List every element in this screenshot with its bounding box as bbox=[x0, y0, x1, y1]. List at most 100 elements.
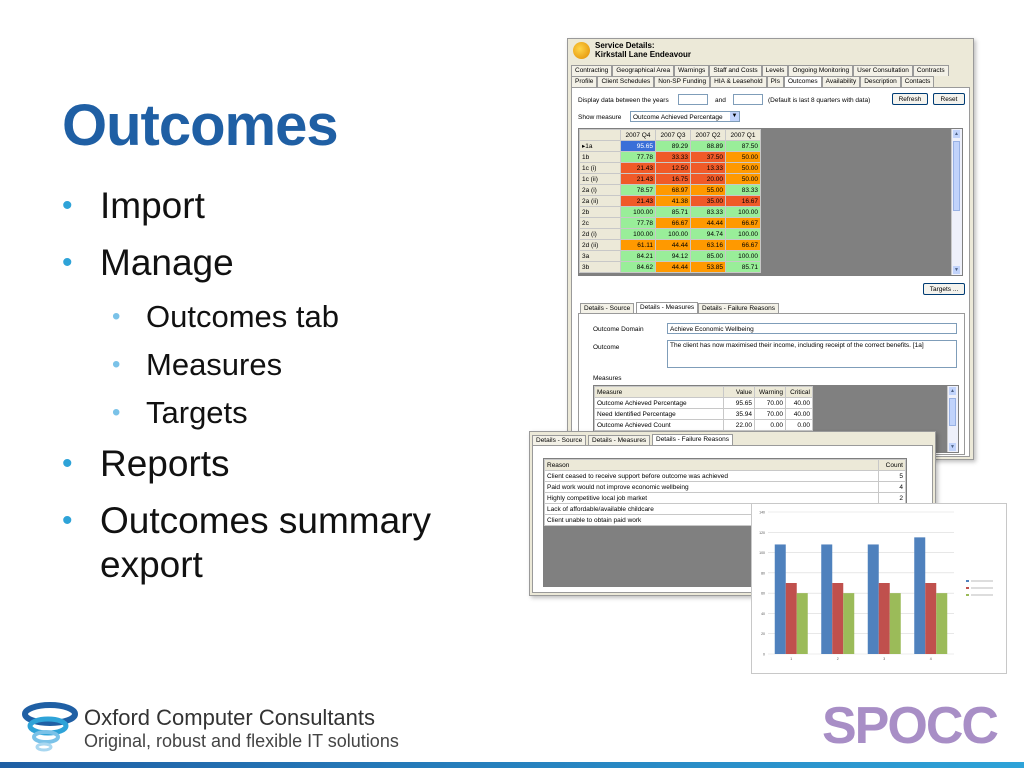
grid-cell[interactable]: 77.78 bbox=[620, 217, 656, 229]
grid-cell[interactable]: 83.33 bbox=[690, 206, 726, 218]
tab-contracts[interactable]: Contracts bbox=[912, 65, 949, 76]
tab-ongoing-monitoring[interactable]: Ongoing Monitoring bbox=[788, 65, 854, 76]
fr-tab-details-measures[interactable]: Details - Measures bbox=[588, 435, 651, 446]
grid-cell[interactable]: 66.67 bbox=[725, 239, 761, 251]
row-label[interactable]: 3b bbox=[579, 261, 621, 273]
grid-cell[interactable]: 95.65 bbox=[620, 140, 656, 152]
table-row[interactable]: Outcome Achieved Percentage 95.65 70.00 40.… bbox=[594, 397, 813, 409]
grid-cell[interactable]: 44.44 bbox=[690, 217, 726, 229]
row-label[interactable]: 2a (ii) bbox=[579, 195, 621, 207]
table-row[interactable]: Need Identified Percentage 35.94 70.00 40.0… bbox=[594, 408, 813, 420]
row-label[interactable]: 2d (ii) bbox=[579, 239, 621, 251]
measures-scroll-up-icon[interactable]: ▲ bbox=[949, 387, 956, 395]
row-label[interactable]: 2d (i) bbox=[579, 228, 621, 240]
chevron-down-icon[interactable]: ▼ bbox=[730, 112, 739, 121]
measures-column-header[interactable]: Warning bbox=[754, 386, 786, 398]
grid-cell[interactable]: 21.43 bbox=[620, 162, 656, 174]
grid-column-header[interactable]: 2007 Q4 bbox=[620, 129, 656, 141]
grid-cell[interactable]: 94.74 bbox=[690, 228, 726, 240]
grid-cell[interactable]: 85.71 bbox=[655, 206, 691, 218]
table-row[interactable]: 2c 77.78 66.67 44.44 66.67 bbox=[579, 217, 761, 229]
table-row[interactable]: Client ceased to receive support before … bbox=[544, 470, 906, 482]
grid-cell[interactable]: 13.33 bbox=[690, 162, 726, 174]
measures-column-header[interactable]: Measure bbox=[594, 386, 724, 398]
grid-cell[interactable]: 55.00 bbox=[690, 184, 726, 196]
measures-scrollbar[interactable]: ▲ ▼ bbox=[947, 386, 958, 452]
grid-cell[interactable]: 53.85 bbox=[690, 261, 726, 273]
table-row[interactable]: 2b 100.00 85.71 83.33 100.00 bbox=[579, 206, 761, 218]
grid-cell[interactable]: 94.12 bbox=[655, 250, 691, 262]
grid-cell[interactable]: 61.11 bbox=[620, 239, 656, 251]
table-row[interactable]: Highly competitive local job market 2 bbox=[544, 492, 906, 504]
grid-cell[interactable]: 35.00 bbox=[690, 195, 726, 207]
year-from-input[interactable] bbox=[678, 94, 708, 105]
fr-tab-details-failure-reasons[interactable]: Details - Failure Reasons bbox=[652, 434, 733, 445]
tab-contacts[interactable]: Contacts bbox=[900, 76, 935, 87]
scroll-up-icon[interactable]: ▲ bbox=[953, 130, 960, 138]
row-label[interactable]: 1c (ii) bbox=[579, 173, 621, 185]
fr-tab-details-source[interactable]: Details - Source bbox=[532, 435, 587, 446]
grid-cell[interactable]: 68.97 bbox=[655, 184, 691, 196]
grid-cell[interactable]: 66.67 bbox=[655, 217, 691, 229]
row-label[interactable]: 2b bbox=[579, 206, 621, 218]
grid-cell[interactable]: 83.33 bbox=[725, 184, 761, 196]
grid-cell[interactable]: 100.00 bbox=[620, 228, 656, 240]
grid-cell[interactable]: 100.00 bbox=[620, 206, 656, 218]
grid-cell[interactable]: 41.38 bbox=[655, 195, 691, 207]
row-label[interactable]: 2c bbox=[579, 217, 621, 229]
grid-cell[interactable]: 89.29 bbox=[655, 140, 691, 152]
tab-user-consultation[interactable]: User Consultation bbox=[853, 65, 913, 76]
table-row[interactable]: 3b 84.62 44.44 53.85 85.71 bbox=[579, 261, 761, 273]
grid-cell[interactable]: 44.44 bbox=[655, 239, 691, 251]
targets-button[interactable]: Targets ... bbox=[923, 283, 965, 295]
row-label[interactable]: 3a bbox=[579, 250, 621, 262]
tab-staff-and-costs[interactable]: Staff and Costs bbox=[709, 65, 762, 76]
grid-cell[interactable]: 21.43 bbox=[620, 173, 656, 185]
table-row[interactable]: 2a (ii) 21.43 41.38 35.00 16.67 bbox=[579, 195, 761, 207]
table-row[interactable]: Paid work would not improve economic wel… bbox=[544, 481, 906, 493]
measures-column-header[interactable]: Critical bbox=[785, 386, 813, 398]
scroll-thumb[interactable] bbox=[953, 141, 960, 211]
refresh-button[interactable]: Refresh bbox=[892, 93, 928, 105]
grid-cell[interactable]: 63.16 bbox=[690, 239, 726, 251]
grid-cell[interactable]: 88.89 bbox=[690, 140, 726, 152]
grid-cell[interactable]: 33.33 bbox=[655, 151, 691, 163]
failure-column-header[interactable]: Reason bbox=[544, 459, 880, 471]
row-label[interactable]: 2a (i) bbox=[579, 184, 621, 196]
tab-outcomes[interactable]: Outcomes bbox=[784, 76, 822, 87]
grid-cell[interactable]: 44.44 bbox=[655, 261, 691, 273]
measure-select[interactable]: Outcome Achieved Percentage ▼ bbox=[630, 111, 740, 122]
table-row[interactable]: ▸1a 95.65 89.29 88.89 87.50 bbox=[579, 140, 761, 152]
table-row[interactable]: 1b 77.78 33.33 37.50 50.00 bbox=[579, 151, 761, 163]
tab-profile[interactable]: Profile bbox=[571, 76, 598, 87]
grid-scrollbar[interactable]: ▲ ▼ bbox=[951, 129, 962, 275]
grid-column-header[interactable]: 2007 Q1 bbox=[725, 129, 761, 141]
grid-cell[interactable]: 85.00 bbox=[690, 250, 726, 262]
tab-client-schedules[interactable]: Client Schedules bbox=[597, 76, 655, 87]
grid-cell[interactable]: 20.00 bbox=[690, 173, 726, 185]
table-row[interactable]: 1c (ii) 21.43 16.75 20.00 50.00 bbox=[579, 173, 761, 185]
tab-levels[interactable]: Levels bbox=[761, 65, 789, 76]
grid-cell[interactable]: 77.78 bbox=[620, 151, 656, 163]
row-label[interactable]: ▸1a bbox=[579, 140, 621, 152]
reset-button[interactable]: Reset bbox=[933, 93, 965, 105]
tab-description[interactable]: Description bbox=[860, 76, 901, 87]
outcome-field[interactable]: The client has now maximised their incom… bbox=[667, 340, 957, 368]
tab-warnings[interactable]: Warnings bbox=[674, 65, 710, 76]
scroll-down-icon[interactable]: ▼ bbox=[953, 266, 960, 274]
tab-details-measures[interactable]: Details - Measures bbox=[636, 302, 699, 313]
grid-cell[interactable]: 66.67 bbox=[725, 217, 761, 229]
tab-details-failure-reasons[interactable]: Details - Failure Reasons bbox=[698, 303, 779, 314]
table-row[interactable]: 2d (ii) 61.11 44.44 63.16 66.67 bbox=[579, 239, 761, 251]
table-row[interactable]: 1c (i) 21.43 12.50 13.33 50.00 bbox=[579, 162, 761, 174]
grid-cell[interactable]: 100.00 bbox=[725, 228, 761, 240]
failure-column-header[interactable]: Count bbox=[878, 459, 906, 471]
grid-cell[interactable]: 100.00 bbox=[655, 228, 691, 240]
grid-cell[interactable]: 84.62 bbox=[620, 261, 656, 273]
row-label[interactable]: 1c (i) bbox=[579, 162, 621, 174]
tab-hia-leasehold[interactable]: HIA & Leasehold bbox=[710, 76, 767, 87]
row-label[interactable]: 1b bbox=[579, 151, 621, 163]
grid-cell[interactable]: 85.71 bbox=[725, 261, 761, 273]
grid-cell[interactable]: 100.00 bbox=[725, 250, 761, 262]
table-row[interactable]: 2d (i) 100.00 100.00 94.74 100.00 bbox=[579, 228, 761, 240]
